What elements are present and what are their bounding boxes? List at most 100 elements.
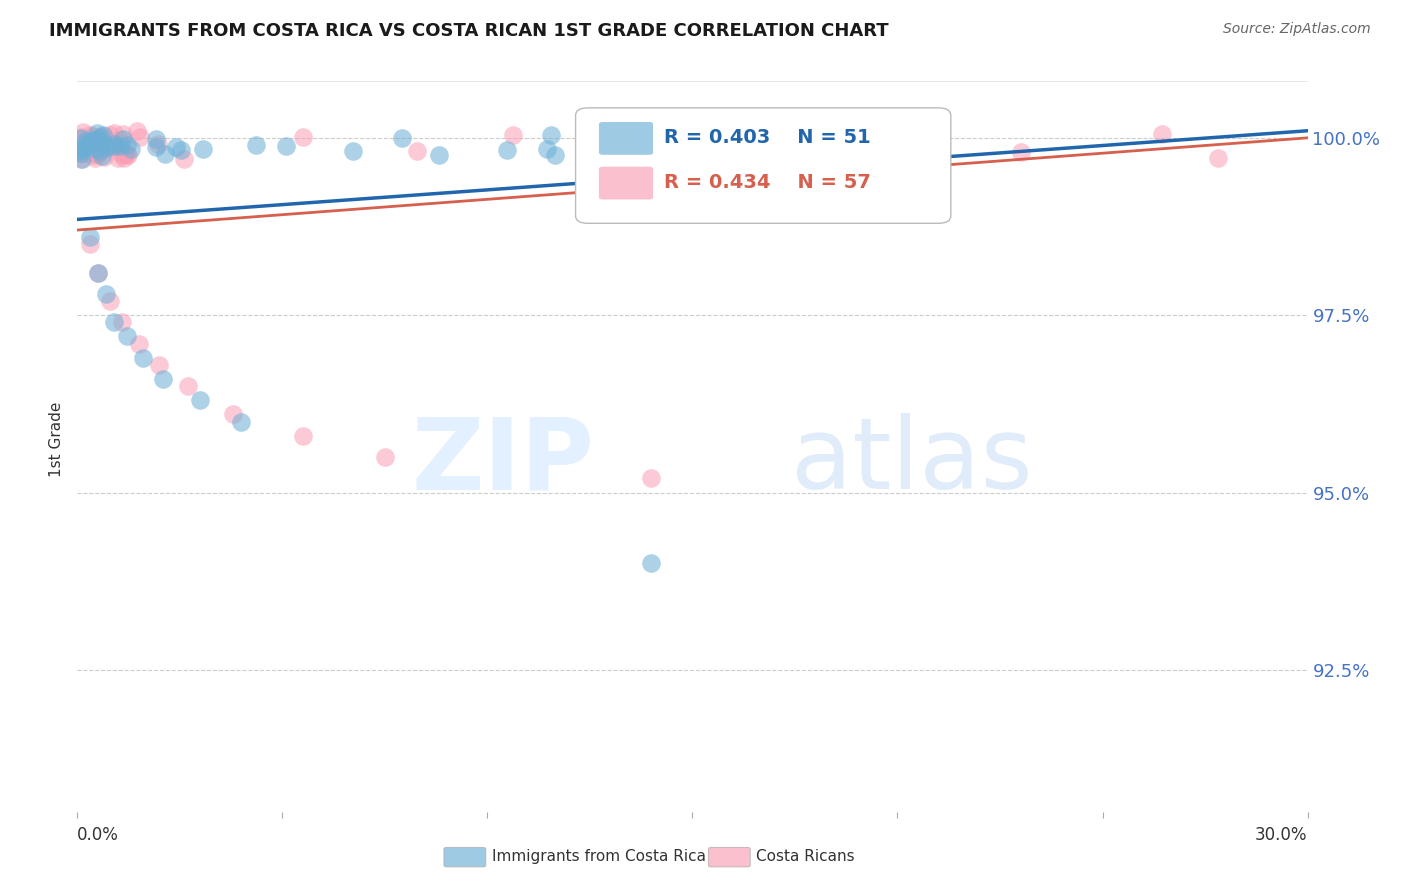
Point	[111, 315, 134, 329]
Point	[98, 128, 121, 142]
FancyBboxPatch shape	[599, 122, 654, 155]
Point	[114, 147, 136, 161]
Point	[429, 148, 451, 162]
Point	[391, 131, 413, 145]
Point	[83, 145, 105, 160]
Point	[97, 139, 120, 153]
Point	[173, 152, 195, 166]
FancyBboxPatch shape	[444, 847, 486, 867]
Point	[70, 143, 93, 157]
Point	[1152, 128, 1174, 142]
Point	[640, 557, 662, 571]
Point	[91, 128, 114, 143]
Point	[104, 136, 127, 151]
Point	[90, 149, 112, 163]
Point	[84, 142, 107, 156]
Point	[707, 128, 730, 143]
Point	[87, 266, 110, 280]
Point	[502, 128, 524, 142]
Point	[70, 129, 93, 144]
Point	[75, 134, 97, 148]
Point	[1010, 145, 1032, 159]
Point	[132, 351, 155, 365]
Point	[191, 142, 214, 156]
Point	[406, 145, 429, 159]
Point	[89, 142, 111, 156]
Point	[152, 372, 174, 386]
Point	[79, 128, 101, 142]
Point	[1206, 152, 1229, 166]
Point	[84, 136, 107, 150]
Y-axis label: 1st Grade: 1st Grade	[49, 401, 65, 477]
Point	[82, 133, 104, 147]
Point	[108, 138, 131, 153]
Point	[93, 150, 115, 164]
Point	[177, 379, 200, 393]
Point	[86, 127, 108, 141]
Text: Costa Ricans: Costa Ricans	[756, 849, 855, 864]
FancyBboxPatch shape	[599, 167, 654, 200]
Point	[70, 131, 93, 145]
Point	[103, 315, 125, 329]
Point	[79, 237, 101, 252]
Point	[145, 131, 167, 145]
Point	[120, 142, 142, 156]
Point	[129, 129, 152, 144]
Point	[112, 127, 135, 141]
Point	[145, 140, 167, 154]
Point	[222, 408, 245, 422]
Point	[188, 393, 212, 408]
Point	[84, 151, 107, 165]
Text: IMMIGRANTS FROM COSTA RICA VS COSTA RICAN 1ST GRADE CORRELATION CHART: IMMIGRANTS FROM COSTA RICA VS COSTA RICA…	[49, 22, 889, 40]
Text: atlas: atlas	[792, 413, 1032, 510]
FancyBboxPatch shape	[709, 847, 751, 867]
Point	[374, 450, 396, 464]
Point	[127, 124, 149, 138]
Point	[891, 126, 914, 140]
Text: Immigrants from Costa Rica: Immigrants from Costa Rica	[492, 849, 706, 864]
Point	[108, 133, 131, 147]
Point	[76, 136, 98, 150]
Point	[111, 132, 134, 146]
Point	[536, 142, 558, 156]
Point	[79, 230, 101, 244]
Point	[96, 140, 118, 154]
Point	[115, 147, 138, 161]
Point	[77, 139, 100, 153]
FancyBboxPatch shape	[575, 108, 950, 223]
Point	[103, 126, 125, 140]
Point	[165, 140, 187, 154]
Point	[148, 358, 170, 372]
Point	[274, 139, 297, 153]
Point	[84, 147, 107, 161]
Point	[117, 148, 139, 162]
Point	[153, 147, 176, 161]
Point	[245, 138, 267, 153]
Text: 30.0%: 30.0%	[1256, 826, 1308, 844]
Text: 0.0%: 0.0%	[77, 826, 120, 844]
Point	[291, 429, 314, 443]
Point	[107, 151, 129, 165]
Point	[98, 293, 121, 308]
Point	[76, 145, 98, 159]
Point	[115, 329, 138, 343]
Point	[70, 146, 93, 161]
Point	[603, 139, 626, 153]
Point	[82, 148, 104, 162]
Point	[112, 151, 135, 165]
Point	[778, 135, 800, 149]
Point	[115, 138, 138, 153]
Point	[89, 145, 111, 159]
Point	[82, 129, 104, 144]
Point	[170, 144, 193, 158]
Point	[104, 139, 127, 153]
Point	[70, 152, 93, 166]
Point	[291, 130, 314, 145]
Point	[70, 152, 93, 166]
Point	[342, 144, 364, 158]
Text: R = 0.403    N = 51: R = 0.403 N = 51	[664, 128, 870, 147]
Point	[93, 137, 115, 152]
Point	[87, 145, 110, 160]
Point	[89, 130, 111, 145]
Point	[72, 125, 94, 139]
